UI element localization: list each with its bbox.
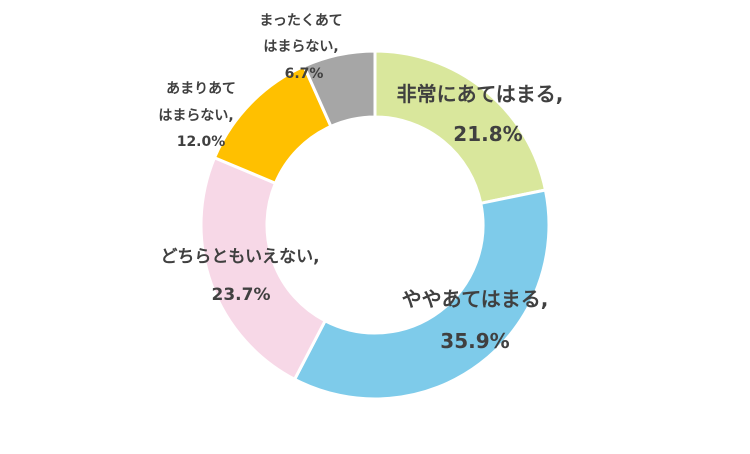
donut-slice-somewhat-true [292, 188, 551, 401]
slice-value-not-very-true: 12.0% [177, 134, 226, 150]
donut-slice-not-true-at-all [301, 49, 377, 129]
slice-label-very-true: 非常にあてはまる, [397, 82, 564, 106]
labels-group: 非常にあてはまる, 21.8% ややあてはまる, 35.9% どちらともいえない… [158, 13, 563, 353]
slice-value-not-true-at-all: 6.7% [285, 66, 324, 82]
slice-label-not-very-true-line2: はまらない, [158, 108, 233, 124]
donut-slice-neutral [199, 155, 328, 382]
slice-label-not-very-true-line1: あまりあて [166, 81, 236, 97]
slice-label-not-true-at-all-line1: まったくあて [259, 13, 342, 29]
slice-value-very-true: 21.8% [453, 122, 522, 146]
slice-value-neutral: 23.7% [212, 285, 271, 305]
slice-value-somewhat-true: 35.9% [440, 329, 509, 353]
slice-label-somewhat-true: ややあてはまる, [402, 287, 549, 311]
slices-group [199, 49, 551, 401]
slice-label-not-true-at-all-line2: はまらない, [263, 39, 338, 55]
slice-label-neutral: どちらともいえない, [160, 247, 319, 267]
